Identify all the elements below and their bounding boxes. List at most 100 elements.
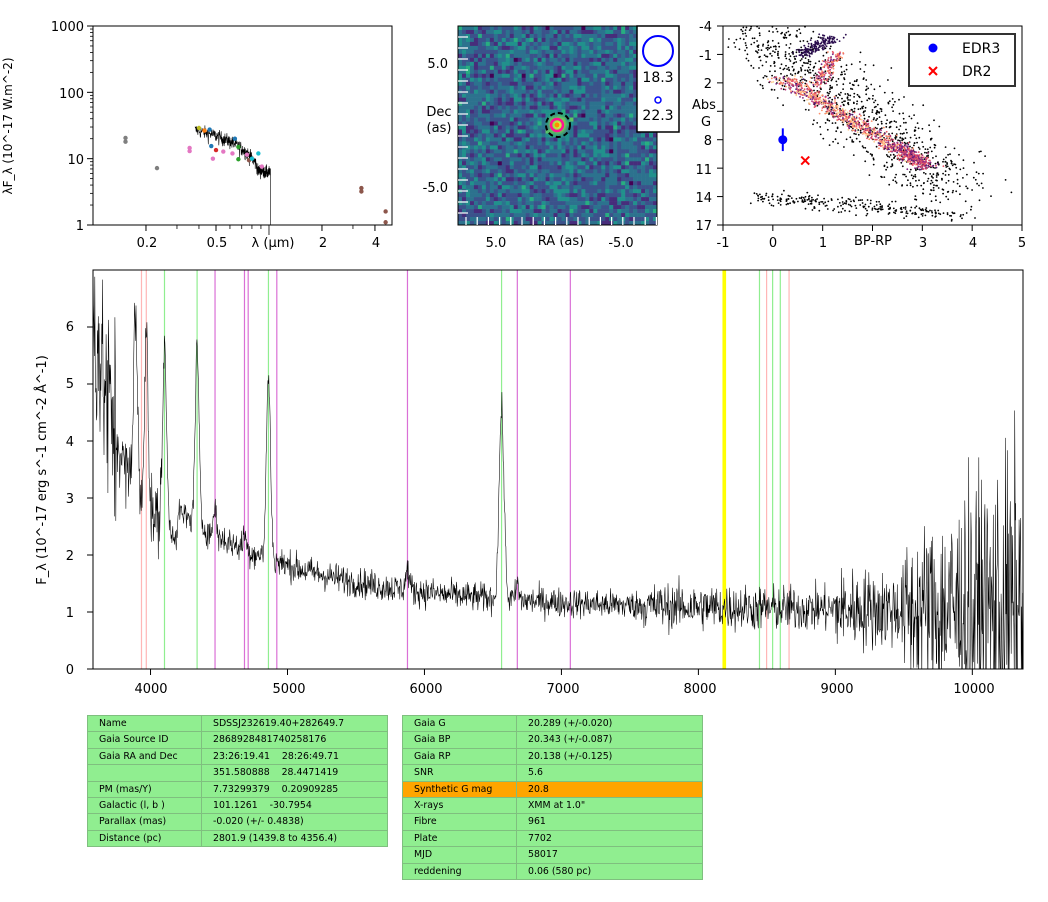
table-key: Fibre	[402, 813, 517, 831]
figure: λF_λ (10^-17 W.m^-2) λ (μm) 1 10 100 100…	[1, 20, 1026, 697]
cmd-legend-edr3-label: EDR3	[962, 41, 1000, 57]
table-key: SNR	[402, 764, 517, 782]
table-row: Galactic (l, b ) 101.1261 -30.7954	[87, 797, 388, 815]
sed-photometry-point	[187, 148, 192, 154]
table-key: Parallax (mas)	[87, 813, 202, 831]
table-key: Gaia RA and Dec	[87, 747, 202, 766]
sed-panel: λF_λ (10^-17 W.m^-2) λ (μm) 1 10 100 100…	[1, 20, 393, 251]
table-row: Parallax (mas) -0.020 (+/- 0.4838)	[87, 813, 388, 831]
mag-legend-faint: 22.3	[642, 108, 673, 124]
table-row: Gaia G 20.289 (+/-0.020)	[402, 714, 703, 733]
table-value: 20.138 (+/-0.125)	[516, 747, 703, 766]
spectrum-y-label: F_λ (10^-17 erg s^-1 cm^-2 Å^-1)	[34, 355, 50, 585]
image-y-label-line2: (as)	[427, 121, 452, 136]
table-value: 20.8	[516, 780, 703, 799]
table-key	[87, 764, 202, 782]
sed-photometry-point	[230, 151, 235, 156]
table-row: SNR 5.6	[402, 764, 703, 782]
source-ring	[545, 112, 571, 138]
cmd-ytick-label: 2	[704, 77, 712, 92]
sed-photometry-point	[213, 147, 219, 153]
image-xtick-label: 5.0	[486, 236, 507, 251]
sed-photometry-point	[236, 144, 241, 150]
table-key: MJD	[402, 846, 517, 864]
cmd-density-map	[723, 26, 1013, 222]
sed-photometry-point	[383, 220, 388, 225]
sed-photometry-point	[359, 189, 364, 194]
sed-photometry-point	[359, 185, 364, 191]
cmd-xtick-label: -1	[717, 236, 730, 251]
cmd-xtick-label: 4	[969, 236, 977, 251]
sed-photometry-point	[187, 145, 192, 151]
table-value: 7702	[516, 829, 703, 848]
table-value: 7.73299379 0.20909285	[201, 780, 388, 799]
table-key: Gaia G	[402, 714, 517, 733]
sed-photometry-point	[196, 125, 202, 131]
cmd-ytick-label: 17	[695, 219, 712, 234]
cmd-ytick-label: -1	[699, 49, 712, 64]
table-value: 58017	[516, 846, 703, 864]
sed-photometry-point	[259, 164, 264, 169]
spectrum-panel: F_λ (10^-17 erg s^-1 cm^-2 Å^-1) 0 1 2 3…	[34, 269, 1024, 697]
table-value: 351.580888 28.4471419	[201, 764, 388, 782]
table-value: 961	[516, 813, 703, 831]
cmd-legend-dr2-label: DR2	[962, 64, 991, 80]
cmd-legend-dr2-marker	[928, 66, 938, 76]
sed-photometry-point	[232, 136, 238, 141]
cmd-ytick-label: 14	[695, 191, 712, 206]
cmd-xtick-label: 5	[1018, 236, 1026, 251]
sed-photometry-point	[256, 151, 261, 156]
sed-photometry-point	[209, 143, 214, 149]
sed-photometry-point	[123, 139, 128, 144]
sed-ytick-label: 1000	[51, 20, 84, 35]
sed-y-label: λF_λ (10^-17 W.m^-2)	[1, 57, 15, 194]
sed-x-label: λ (μm)	[252, 236, 295, 251]
spectrum-flux-line	[93, 270, 1023, 669]
table-row: Distance (pc) 2801.9 (1439.8 to 4356.4)	[87, 829, 388, 848]
table-row-highlighted: Synthetic G mag 20.8	[402, 780, 703, 799]
table-row: reddening 0.06 (580 pc)	[402, 862, 703, 881]
spectrum-xtick-label: 10000	[953, 682, 994, 697]
spectrum-xtick-label: 8000	[683, 682, 716, 697]
table-row: Gaia Source ID 2868928481740258176	[87, 731, 388, 749]
cmd-xtick-label: 3	[919, 236, 927, 251]
spectrum-ytick-label: 0	[66, 663, 74, 678]
cmd-x-label: BP-RP	[854, 234, 892, 249]
table-row: MJD 58017	[402, 846, 703, 864]
source-marker	[549, 117, 565, 133]
sed-photometry-point	[244, 152, 250, 157]
table-row: Gaia BP 20.343 (+/-0.087)	[402, 731, 703, 749]
table-key: Synthetic G mag	[402, 780, 517, 799]
table-key: Distance (pc)	[87, 829, 202, 848]
cmd-edr3-point	[778, 135, 788, 145]
spectrum-ytick-label: 3	[66, 492, 74, 507]
table-value: 101.1261 -30.7954	[201, 797, 388, 815]
mag-legend-large-circle	[642, 35, 674, 67]
cmd-y-label-line2: G	[701, 115, 711, 130]
image-ytick-label: -5.0	[423, 181, 448, 196]
table-key: reddening	[402, 862, 517, 881]
spectrum-ytick-label: 6	[66, 320, 74, 335]
table-value: 20.289 (+/-0.020)	[516, 714, 703, 733]
table-key: Gaia BP	[402, 731, 517, 749]
table-value: 20.343 (+/-0.087)	[516, 731, 703, 749]
table-row: 351.580888 28.4471419	[87, 764, 388, 782]
sed-ytick-label: 1	[76, 219, 84, 234]
table-value: 2801.9 (1439.8 to 4356.4)	[201, 829, 388, 848]
mag-legend-small-circle	[654, 96, 662, 104]
image-ytick-label: 5.0	[427, 57, 448, 72]
sed-photometry-point	[236, 157, 241, 162]
sed-photometry-point	[123, 135, 128, 141]
spectrum-ytick-label: 2	[66, 549, 74, 564]
cmd-ytick-label: 8	[704, 134, 712, 149]
image-xtick-label: -5.0	[608, 236, 633, 251]
image-panel: 18.3 22.3 Dec (as) 5.0 -5.0 5.0 -5.0 RA …	[423, 25, 680, 251]
table-value: SDSSJ232619.40+282649.7	[201, 714, 388, 733]
spectrum-xtick-label: 7000	[546, 682, 579, 697]
photometry-table: Gaia G 20.289 (+/-0.020) Gaia BP 20.343 (+…	[402, 714, 703, 881]
cmd-legend-edr3-marker	[928, 43, 938, 53]
sed-photometry-point	[202, 128, 207, 133]
table-key: Galactic (l, b )	[87, 797, 202, 815]
table-value: 23:26:19.41 28:26:49.71	[201, 747, 388, 766]
sed-axes-frame	[92, 25, 393, 226]
